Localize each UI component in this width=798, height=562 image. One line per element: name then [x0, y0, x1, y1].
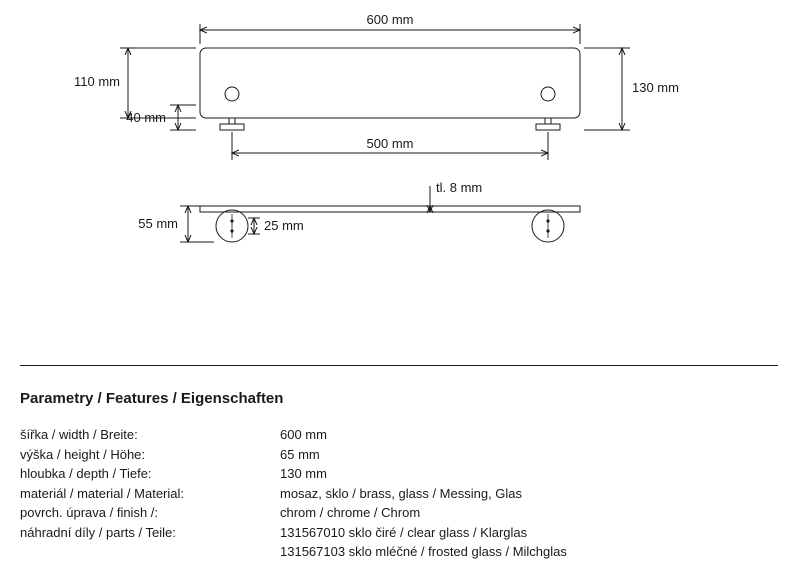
- spec-label: výška / height / Höhe:: [20, 445, 280, 465]
- spec-row: výška / height / Höhe:65 mm: [20, 445, 778, 465]
- dim-thickness: tl. 8 mm: [436, 180, 482, 195]
- spec-row: šířka / width / Breite:600 mm: [20, 425, 778, 445]
- features-section: Parametry / Features / Eigenschaften šíř…: [0, 390, 798, 562]
- page-canvas: 600 mm 110 mm 40 mm 130 mm 500 mm tl. 8 …: [0, 0, 798, 554]
- spec-value: 131567103 sklo mléčné / frosted glass / …: [280, 542, 778, 562]
- dim-40: 40 mm: [126, 110, 166, 125]
- dim-500: 500 mm: [367, 136, 414, 151]
- spec-value: 65 mm: [280, 445, 778, 465]
- front-foot-left-stem: [229, 118, 235, 124]
- dim-55: 55 mm: [138, 216, 178, 231]
- spec-value: 600 mm: [280, 425, 778, 445]
- dim-110: 110 mm: [74, 74, 120, 89]
- dim-130: 130 mm: [632, 80, 679, 95]
- front-foot-right-base: [536, 124, 560, 130]
- spec-row: 131567103 sklo mléčné / frosted glass / …: [20, 542, 778, 562]
- spec-row: náhradní díly / parts / Teile:131567010 …: [20, 523, 778, 543]
- front-body: [200, 48, 580, 118]
- spec-label: náhradní díly / parts / Teile:: [20, 523, 280, 543]
- spec-label: [20, 542, 280, 562]
- spec-value: chrom / chrome / Chrom: [280, 503, 778, 523]
- front-foot-right-stem: [545, 118, 551, 124]
- spec-row: materiál / material / Material:mosaz, sk…: [20, 484, 778, 504]
- dim-600: 600 mm: [367, 12, 414, 27]
- spec-row: hloubka / depth / Tiefe:130 mm: [20, 464, 778, 484]
- front-foot-left-base: [220, 124, 244, 130]
- spec-value: 130 mm: [280, 464, 778, 484]
- spec-label: hloubka / depth / Tiefe:: [20, 464, 280, 484]
- top-slab: [200, 206, 580, 212]
- section-divider: [20, 365, 778, 366]
- spec-label: materiál / material / Material:: [20, 484, 280, 504]
- spec-label: povrch. úprava / finish /:: [20, 503, 280, 523]
- spec-value: 131567010 sklo čiré / clear glass / Klar…: [280, 523, 778, 543]
- dim-25: 25 mm: [264, 218, 304, 233]
- spec-value: mosaz, sklo / brass, glass / Messing, Gl…: [280, 484, 778, 504]
- spec-label: šířka / width / Breite:: [20, 425, 280, 445]
- technical-drawing: 600 mm 110 mm 40 mm 130 mm 500 mm tl. 8 …: [0, 0, 798, 300]
- features-heading: Parametry / Features / Eigenschaften: [20, 390, 778, 407]
- spec-table: šířka / width / Breite:600 mmvýška / hei…: [20, 425, 778, 562]
- spec-row: povrch. úprava / finish /:chrom / chrome…: [20, 503, 778, 523]
